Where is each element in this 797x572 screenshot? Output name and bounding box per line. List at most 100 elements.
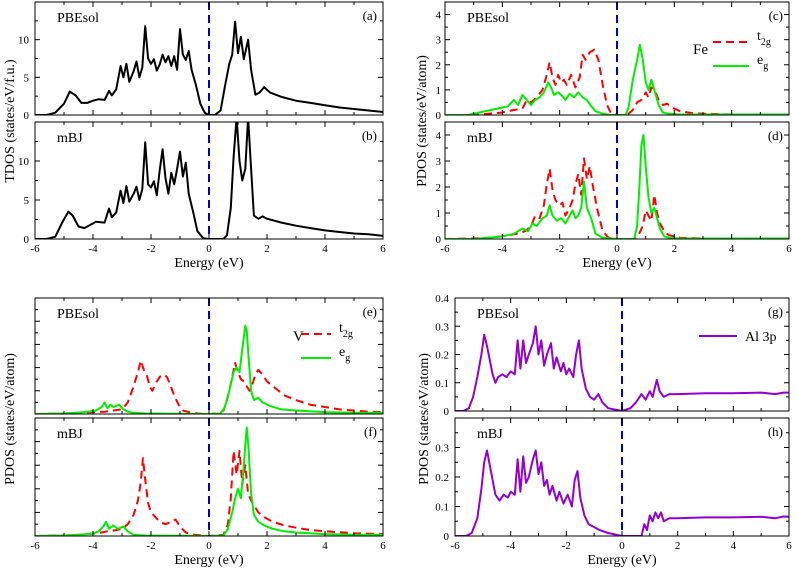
x-tick-label: 0 [206,540,212,552]
panel-letter: (h) [768,424,783,439]
legend: Al 3p [699,330,777,345]
y-tick-label: 4 [436,10,442,22]
y-tick-label: 0.3 [435,321,449,333]
x-tick-label: 2 [675,540,681,552]
method-label: PBEsol [467,11,509,26]
series-line-t2g [445,48,789,115]
y-tick-label: 0.4 [435,293,449,305]
x-tick-label: 4 [731,540,737,552]
y-tick-label: 2 [436,60,442,72]
y-tick-label: 5 [24,195,30,207]
x-tick-label: 4 [322,243,328,255]
series-line-total [35,122,383,239]
y-tick-label: 10 [18,35,30,47]
legend-label-eg: eg [757,53,768,72]
method-label: PBEsol [57,11,99,26]
x-tick-label: 6 [380,540,386,552]
panel-a: 0 5 10 PBEsol (a) [18,1,384,122]
y-tick-label: 0 [444,531,450,543]
x-tick-label: 0 [619,540,625,552]
y-tick-label: 3 [436,35,442,47]
x-tick-label: 6 [786,540,792,552]
y-tick-label: 0.2 [435,472,449,484]
panel-letter: (a) [363,8,377,23]
method-label: mBJ [477,427,503,442]
panel-h: -6 -4 -2 0 2 4 6 0 0.1 0.2 0.3 mBJ (h) Energy (eV) [435,417,792,568]
legend-element-label: V [293,329,304,345]
x-tick-label: 0 [206,243,212,255]
x-tick-label: -2 [555,243,564,255]
x-tick-label: 0 [614,243,620,255]
legend-label-sub: 2g [761,37,771,48]
method-label: mBJ [467,131,493,146]
legend-label-eg: eg [339,345,350,364]
x-tick-label: -6 [450,540,460,552]
x-tick-label: -2 [146,540,155,552]
x-axis-title: Energy (eV) [174,553,244,568]
legend-label-sub: g [345,353,350,364]
series-line-eg [35,324,383,414]
x-tick-label: -6 [440,243,450,255]
y-tick-label: 0 [24,110,30,122]
panel-f: -6 -4 -2 0 2 4 6 mBJ (f) Energy (eV) [30,417,386,568]
y-tick-label: 0 [436,234,442,246]
x-tick-label: 4 [729,243,735,255]
y-tick-label: 3 [436,156,442,168]
y-tick-label: 4 [436,130,442,142]
x-tick-label: -4 [498,243,508,255]
method-label: PBEsol [477,307,519,322]
ylabel-right-top: PDOS (states/eV/atom) [415,55,430,187]
panel-letter: (b) [362,128,377,143]
y-tick-label: 10 [18,156,30,168]
ylabel-left-top: TDOS (states/eV/f.u.) [3,59,18,183]
y-tick-label: 5 [24,72,30,84]
series-line-eg [35,426,383,536]
panel-letter: (e) [363,304,377,319]
panel-letter: (c) [769,8,783,23]
y-tick-label: 1 [436,85,442,97]
x-tick-label: 4 [322,540,328,552]
x-axis-title: Energy (eV) [582,256,652,271]
panel-letter: (d) [768,128,783,143]
method-label: mBJ [57,427,83,442]
series-line-t2g [35,450,383,536]
legend-element-label: Fe [693,42,708,58]
x-tick-label: 6 [786,243,792,255]
series-line-t2g [35,359,383,414]
x-tick-label: -2 [562,540,571,552]
ylabel-right-bottom: PDOS (states/eV/atom) [417,353,432,485]
method-label: mBJ [57,131,83,146]
x-axis-title: Energy (eV) [587,553,657,568]
panel-b: -6 -4 -2 0 2 4 6 0 5 10 mBJ (b) Energy (eV) [18,121,386,271]
series-line-t2g [445,157,789,239]
legend-label-sub: 2g [343,329,353,340]
series-line-eg [445,134,789,239]
y-tick-label: 0.3 [435,443,449,455]
x-tick-label: -6 [30,540,40,552]
series-line-eg [445,43,789,115]
x-tick-label: -6 [30,243,40,255]
method-label: PBEsol [57,307,99,322]
y-tick-label: 1 [436,208,442,220]
panel-d: -6 -4 -2 0 2 4 6 0 1 2 3 4 mBJ (d) Energy (eV) [436,121,792,271]
x-tick-label: -2 [146,243,155,255]
panel-letter: (f) [364,424,377,439]
panel-g: 0 0.1 0.2 0.3 0.4 PBEsol (g) Al 3p [435,293,790,418]
x-tick-label: 6 [380,243,386,255]
x-tick-label: 2 [264,243,270,255]
panel-letter: (g) [768,304,783,319]
y-tick-label: 0.1 [435,502,449,514]
y-tick-label: 0.2 [435,350,449,362]
y-tick-label: 0 [436,110,442,122]
ylabel-left-bottom: PDOS (states/eV/atom) [3,353,18,485]
y-tick-label: 2 [436,182,442,194]
y-tick-label: 0 [444,406,450,418]
legend-label-al: Al 3p [745,330,777,345]
x-tick-label: 2 [672,243,678,255]
series-line-al-3p [455,449,789,536]
